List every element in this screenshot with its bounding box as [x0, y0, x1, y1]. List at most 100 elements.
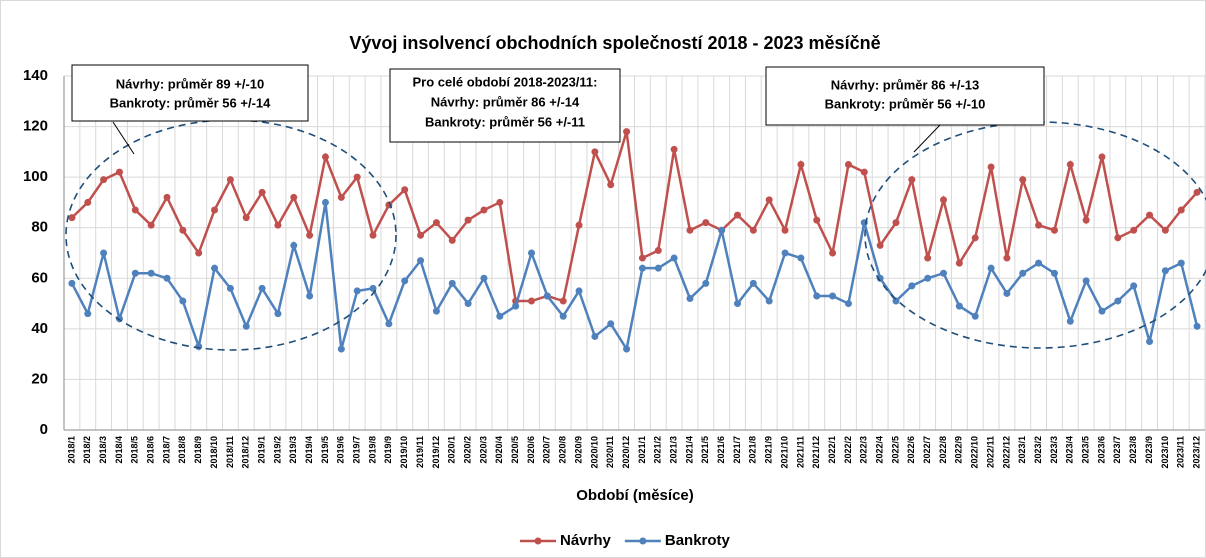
data-point	[702, 279, 710, 287]
data-point	[369, 231, 377, 239]
data-point	[179, 297, 187, 305]
y-tick-label: 120	[23, 118, 48, 135]
data-point	[68, 214, 76, 222]
data-point	[195, 249, 203, 257]
x-tick-label: 2021/7	[732, 436, 742, 464]
data-point	[1003, 289, 1011, 297]
series-line	[70, 202, 1199, 353]
data-point	[908, 282, 916, 290]
data-point	[1193, 188, 1201, 196]
data-point	[971, 312, 979, 320]
data-point	[749, 279, 757, 287]
data-point	[654, 264, 662, 272]
data-point	[686, 226, 694, 234]
data-point	[211, 264, 219, 272]
data-point	[1003, 254, 1011, 262]
data-point	[496, 312, 504, 320]
data-point	[417, 257, 425, 265]
x-tick-label: 2023/4	[1065, 436, 1075, 464]
data-point	[100, 176, 108, 184]
annotation-box	[765, 66, 1045, 126]
callout-pointer	[112, 121, 135, 155]
legend: Návrhy Bankroty	[520, 532, 731, 549]
data-point	[575, 221, 583, 229]
data-point	[1019, 176, 1027, 184]
data-point	[1035, 221, 1043, 229]
data-point	[337, 345, 345, 353]
data-point	[1161, 226, 1169, 234]
annotation: Návrhy: průměr 86 +/-13	[831, 77, 979, 92]
data-point	[258, 284, 266, 292]
data-point	[1082, 277, 1090, 285]
x-tick-label: 2018/8	[177, 436, 187, 464]
y-tick-label: 20	[31, 370, 48, 387]
data-point	[401, 277, 409, 285]
x-tick-label: 2022/3	[859, 436, 869, 464]
x-tick-label: 2023/3	[1049, 436, 1059, 464]
data-point	[290, 193, 298, 201]
data-point	[749, 226, 757, 234]
data-point	[1177, 206, 1185, 214]
annotation: Bankroty: průměr 56 +/-10	[825, 96, 986, 111]
data-point	[1066, 317, 1074, 325]
data-point	[480, 206, 488, 214]
data-point	[1177, 259, 1185, 267]
data-point	[892, 219, 900, 227]
annotation: Návrhy: průměr 86 +/-14	[431, 94, 580, 109]
data-point	[432, 307, 440, 315]
x-tick-label: 2019/10	[399, 436, 409, 469]
x-tick-label: 2020/11	[605, 436, 615, 468]
legend-marker	[639, 537, 647, 545]
data-point	[1161, 267, 1169, 275]
data-point	[987, 163, 995, 171]
data-point	[607, 181, 615, 189]
data-point	[100, 249, 108, 257]
data-point	[1098, 307, 1106, 315]
data-point	[1193, 322, 1201, 330]
x-tick-label: 2022/2	[843, 436, 853, 464]
y-tick-label: 80	[31, 219, 48, 236]
data-point	[781, 226, 789, 234]
series-line	[71, 131, 1199, 303]
data-point	[385, 320, 393, 328]
x-tick-label: 2019/9	[383, 436, 393, 464]
x-tick-label: 2023/6	[1096, 436, 1106, 464]
x-tick-label: 2018/7	[161, 436, 171, 464]
data-point	[147, 221, 155, 229]
data-point	[940, 269, 948, 277]
x-tick-label: 2018/12	[241, 436, 251, 469]
x-tick-label: 2020/12	[621, 436, 631, 469]
annotation: Bankroty: průměr 56 +/-14	[110, 95, 272, 110]
annotation-box	[389, 68, 621, 143]
data-point	[1114, 234, 1122, 242]
data-point	[1082, 216, 1090, 224]
y-tick-label: 140	[23, 67, 48, 84]
data-point	[591, 148, 599, 156]
x-tick-label: 2018/5	[130, 436, 140, 464]
data-point	[226, 284, 234, 292]
x-tick-label: 2022/5	[890, 436, 900, 464]
x-tick-label: 2021/3	[668, 436, 678, 464]
data-point	[353, 287, 361, 295]
x-tick-label: 2022/7	[922, 436, 932, 464]
data-point	[654, 246, 662, 254]
x-tick-label: 2019/12	[431, 436, 441, 469]
data-point	[512, 302, 520, 310]
annotation: Pro celé období 2018-2023/11:	[413, 74, 598, 89]
data-point	[306, 292, 314, 300]
x-tick-label: 2023/11	[1176, 436, 1186, 468]
data-point	[321, 153, 329, 161]
data-point	[179, 226, 187, 234]
data-point	[84, 198, 92, 206]
legend-label: Bankroty	[665, 532, 731, 549]
x-tick-label: 2021/6	[716, 436, 726, 464]
x-tick-label: 2019/3	[288, 436, 298, 464]
data-point	[496, 198, 504, 206]
x-tick-label: 2018/10	[209, 436, 219, 469]
x-tick-label: 2023/12	[1191, 436, 1201, 469]
data-point	[1146, 211, 1154, 219]
data-point	[575, 287, 583, 295]
data-point	[876, 241, 884, 249]
x-tick-label: 2022/6	[906, 436, 916, 464]
